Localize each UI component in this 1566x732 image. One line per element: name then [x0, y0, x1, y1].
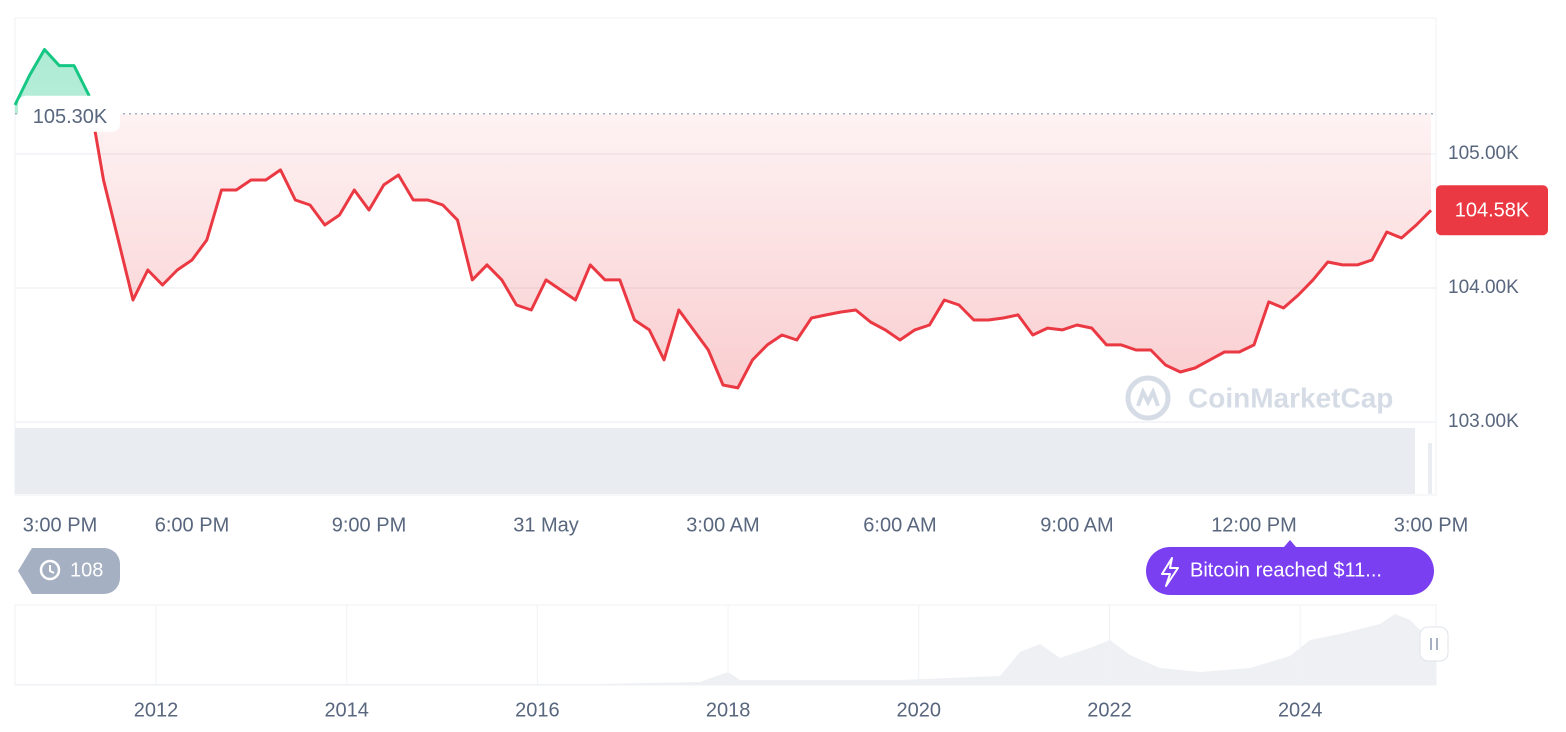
navigator-label: 2014: [324, 699, 369, 721]
history-icon: [39, 559, 61, 581]
y-tick-label: 104.00K: [1448, 277, 1519, 298]
event-icon: [1161, 557, 1179, 587]
navigator-label: 2020: [897, 699, 942, 721]
event-badge[interactable]: [1146, 547, 1434, 595]
event-pointer: [1284, 540, 1296, 547]
event-text: Bitcoin reached $11...: [1190, 559, 1382, 581]
navigator-label: 2022: [1087, 699, 1132, 721]
volume-area: [1428, 443, 1432, 494]
navigator-area: [15, 614, 1436, 685]
navigator-handle[interactable]: [1419, 626, 1449, 662]
watermark: CoinMarketCap: [1125, 375, 1393, 421]
area-down: [15, 113, 1431, 388]
x-tick-label: 3:00 PM: [23, 514, 97, 536]
current-price-box: [1436, 185, 1548, 236]
history-count: 108: [70, 559, 103, 581]
plot: [13, 48, 1436, 423]
x-tick-label: 3:00 AM: [686, 514, 759, 536]
current-price-label: 104.58K: [1455, 200, 1530, 222]
reference-label: 105.30K: [33, 106, 108, 128]
y-tick-label: 105.00K: [1448, 143, 1519, 164]
navigator-label: 2018: [706, 699, 751, 721]
x-tick-label: 9:00 AM: [1040, 514, 1113, 536]
watermark-text: CoinMarketCap: [1188, 382, 1393, 413]
navigator-label: 2012: [134, 699, 179, 721]
navigator-label: 2016: [515, 699, 560, 721]
plot-frame: [14, 17, 1437, 496]
x-tick-label: 6:00 AM: [863, 514, 936, 536]
x-tick-label: 6:00 PM: [155, 514, 229, 536]
history-badge[interactable]: [18, 548, 120, 594]
x-tick-label: 3:00 PM: [1394, 514, 1468, 536]
y-tick-label: 103.00K: [1448, 411, 1519, 432]
x-tick-label: 31 May: [513, 514, 579, 536]
navigator-label: 2024: [1278, 699, 1323, 721]
x-tick-label: 12:00 PM: [1211, 514, 1297, 536]
navigator: 2012 2014 2016 2018 2020 2022 2024: [134, 605, 1323, 721]
history-icon: [49, 565, 55, 574]
x-tick-label: 9:00 PM: [332, 514, 406, 536]
reference-label-box: [18, 95, 120, 132]
volume-area: [15, 428, 1415, 494]
price-line-down: [90, 113, 1433, 390]
